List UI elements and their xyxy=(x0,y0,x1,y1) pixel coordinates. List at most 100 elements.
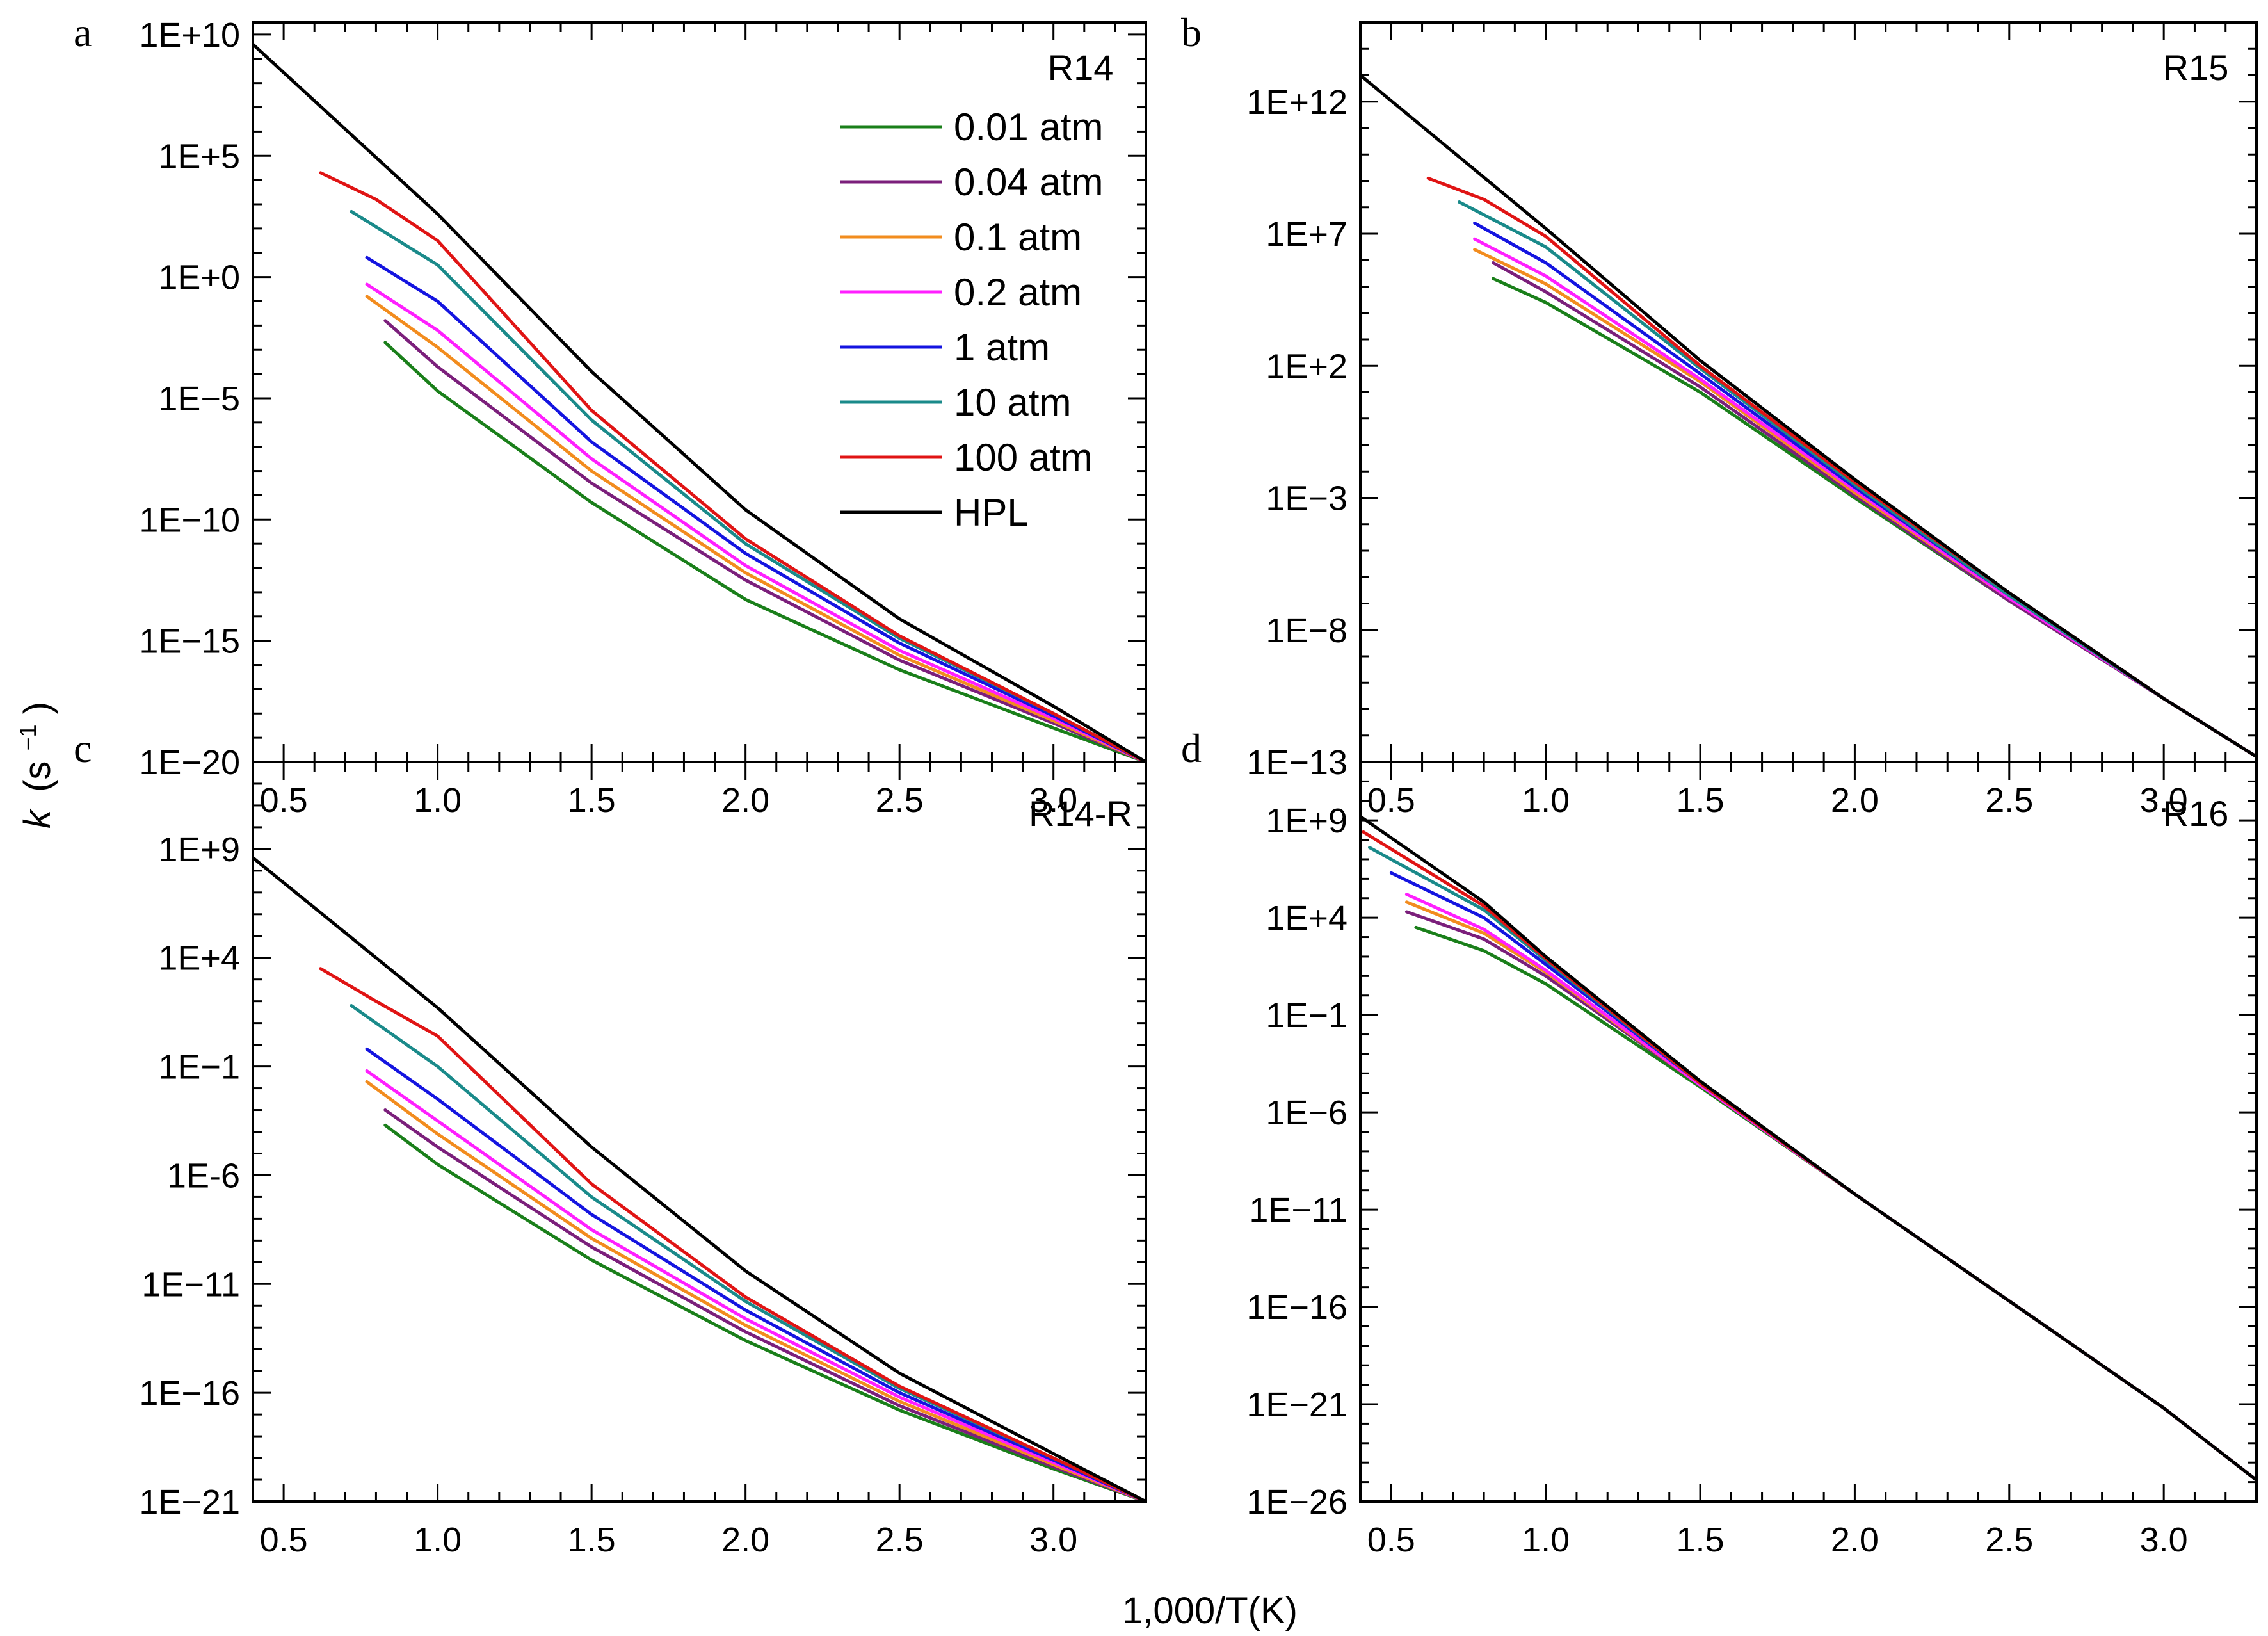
y-tick-label: 1E−10 xyxy=(139,501,240,539)
y-tick-label: 1E−8 xyxy=(1266,611,1347,650)
y-tick-label: 1E+9 xyxy=(158,830,240,869)
y-axis-title-sup: −1 xyxy=(15,724,41,750)
legend-item: 1 atm xyxy=(840,326,1050,369)
y-tick-label: 1E−6 xyxy=(1266,1094,1347,1132)
legend: 0.01 atm 0.04 atm 0.1 atm 0.2 atm 1 atm … xyxy=(840,106,1103,534)
x-tick-label: 1.5 xyxy=(1676,781,1724,820)
series-line-100-atm xyxy=(319,967,1146,1502)
y-tick-label: 1E+4 xyxy=(1266,899,1347,937)
reaction-title: R14-R xyxy=(1029,793,1132,834)
series-line-0-04-atm xyxy=(383,1108,1146,1502)
y-tick-label: 1E+0 xyxy=(158,259,240,297)
panel-b: 0.5 1.0 1.5 2.0 2.5 3.0 1E+12 1E+7 1E+2 1E−3 1E−8 1… xyxy=(1181,10,2258,820)
legend-label: HPL xyxy=(954,491,1029,534)
panel-letter: d xyxy=(1181,725,1202,771)
x-tick-label: 2.0 xyxy=(1831,1521,1879,1559)
svg-text:k (s −1: k (s −1 ) xyxy=(3,702,58,829)
series-line-hpl xyxy=(253,42,1146,762)
series-group xyxy=(253,42,1146,762)
series-line-hpl xyxy=(1360,814,2256,1482)
x-tick-label: 0.5 xyxy=(1367,781,1415,820)
x-tick-label: 2.0 xyxy=(721,781,769,820)
panel-a: 0.5 1.0 1.5 2.0 2.5 3.0 1E+10 1E+5 1E+0 1E−5 1E−10… xyxy=(74,10,1147,820)
y-tick-label: 1E−11 xyxy=(141,1265,240,1304)
series-line-0-1-atm xyxy=(365,295,1146,762)
panel-c: 0.5 1.0 1.5 2.0 2.5 3.0 1E+9 1E+4 1E−1 1E-6 1E−11 1… xyxy=(74,725,1147,1559)
y-tick-label: 1E−16 xyxy=(1246,1288,1347,1327)
legend-item: 10 atm xyxy=(840,381,1071,424)
series-line-0-04-atm xyxy=(383,319,1146,762)
x-tick-label: 3.0 xyxy=(2140,1521,2188,1559)
series-line-1-atm xyxy=(365,1047,1146,1502)
y-tick-label: 1E+10 xyxy=(139,16,240,54)
series-line-0-2-atm xyxy=(365,1069,1146,1502)
x-tick-label: 3.0 xyxy=(1029,781,1077,820)
legend-label: 10 atm xyxy=(954,381,1071,424)
y-tick-label: 1E−3 xyxy=(1266,480,1347,518)
legend-label: 0.1 atm xyxy=(954,216,1082,259)
y-tick-label: 1E+5 xyxy=(158,137,240,175)
y-tick-label: 1E−21 xyxy=(1246,1386,1347,1424)
y-tick-label: 1E−21 xyxy=(139,1483,240,1521)
x-tick-label: 2.5 xyxy=(876,1521,924,1559)
x-tick-label: 1.0 xyxy=(1522,1521,1570,1559)
y-tick-label: 1E+4 xyxy=(158,939,240,978)
series-line-100-atm xyxy=(1426,176,2256,759)
x-tick-label: 2.0 xyxy=(721,1521,769,1559)
x-tick-label: 2.5 xyxy=(876,781,924,820)
panel-letter: b xyxy=(1181,10,1202,55)
series-group xyxy=(1360,74,2256,759)
y-axis-title-close: ) xyxy=(17,702,58,714)
y-tick-label: 1E−20 xyxy=(139,743,240,782)
x-tick-label: 0.5 xyxy=(1367,1521,1415,1559)
y-tick-label: 1E−5 xyxy=(158,380,240,418)
y-tick-label: 1E−16 xyxy=(139,1374,240,1413)
reaction-title: R14 xyxy=(1048,47,1114,88)
x-tick-label: 2.5 xyxy=(1985,781,2033,820)
series-line-10-atm xyxy=(350,1004,1146,1502)
series-line-0-2-atm xyxy=(1404,893,2256,1482)
legend-item: HPL xyxy=(840,491,1029,534)
series-line-0-01-atm xyxy=(1414,925,2256,1482)
series-line-0-2-atm xyxy=(365,282,1146,762)
series-line-hpl xyxy=(1360,74,2256,759)
legend-label: 1 atm xyxy=(954,326,1050,369)
plot-frame xyxy=(252,761,1147,1503)
y-tick-label: 1E−11 xyxy=(1249,1191,1347,1229)
y-axis-title-k: k xyxy=(17,808,58,829)
series-line-0-01-atm xyxy=(383,341,1146,762)
x-axis-title: 1,000/T(K) xyxy=(1122,1590,1298,1632)
legend-label: 100 atm xyxy=(954,436,1093,479)
y-tick-label: 1E+9 xyxy=(1266,802,1347,840)
x-tick-label: 3.0 xyxy=(1029,1521,1077,1559)
series-group xyxy=(1360,814,2256,1482)
series-line-0-1-atm xyxy=(365,1080,1146,1502)
legend-label: 0.2 atm xyxy=(954,271,1082,314)
panel-d: 0.5 1.0 1.5 2.0 2.5 3.0 1E+9 1E+4 1E−1 1E−6 1E−11 1… xyxy=(1181,725,2258,1559)
x-tick-label: 2.0 xyxy=(1831,781,1879,820)
panel-letter: a xyxy=(74,10,92,55)
series-line-0-1-atm xyxy=(1404,900,2256,1482)
series-group xyxy=(253,856,1146,1502)
x-tick-label: 1.5 xyxy=(568,1521,616,1559)
plot-frame xyxy=(1359,21,2258,763)
series-line-1-atm xyxy=(365,255,1146,762)
y-tick-label: 1E+12 xyxy=(1246,83,1347,122)
legend-item: 0.01 atm xyxy=(840,106,1103,149)
series-line-hpl xyxy=(253,856,1146,1502)
series-line-100-atm xyxy=(319,171,1146,762)
x-tick-label: 2.5 xyxy=(1985,1521,2033,1559)
series-line-0-2-atm xyxy=(1473,237,2256,759)
reaction-title: R16 xyxy=(2163,793,2229,834)
x-tick-label: 1.0 xyxy=(414,1521,462,1559)
legend-item: 100 atm xyxy=(840,436,1093,479)
y-tick-label: 1E−13 xyxy=(1246,743,1347,782)
panel-letter: c xyxy=(74,725,92,771)
y-tick-label: 1E-6 xyxy=(167,1156,240,1195)
x-tick-label: 3.0 xyxy=(2140,781,2188,820)
y-tick-label: 1E+2 xyxy=(1266,347,1347,385)
y-axis-title: k (s −1 ) xyxy=(3,702,58,829)
legend-item: 0.04 atm xyxy=(840,161,1103,204)
